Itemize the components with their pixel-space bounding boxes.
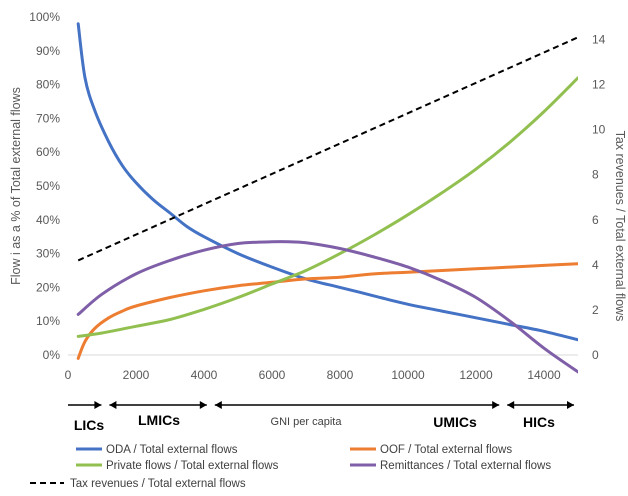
y-tick-label: 50% [36, 179, 60, 193]
band-label: UMICs [433, 414, 477, 430]
x-tick-label: 14000 [527, 368, 561, 382]
band-arrow [214, 401, 500, 409]
y-tick-label: 70% [36, 111, 60, 125]
legend-label: Tax revenues / Total external flows [70, 478, 246, 490]
legend: ODA / Total external flows OOF / Total ex… [30, 444, 551, 490]
y2-tick-label: 4 [592, 258, 599, 272]
y2-tick-label: 10 [592, 123, 606, 137]
legend-label: ODA / Total external flows [106, 444, 238, 456]
legend-item: OOF / Total external flows [350, 444, 512, 456]
y-tick-label: 90% [36, 44, 60, 58]
legend-item: ODA / Total external flows [76, 444, 238, 456]
legend-label: Remittances / Total external flows [380, 460, 551, 472]
series-line-3 [76, 76, 578, 338]
band-label: LMICs [138, 412, 180, 428]
band-arrow [507, 401, 574, 409]
band-label: GNI per capita [271, 416, 343, 428]
y2-tick-label: 12 [592, 78, 606, 92]
y-tick-label: 80% [36, 78, 60, 92]
y-tick-label: 30% [36, 247, 60, 261]
x-tick-label: 12000 [459, 368, 493, 382]
y-tick-label: 0% [43, 348, 61, 362]
y2-tick-label: 0 [592, 348, 599, 362]
x-tick-label: 10000 [391, 368, 425, 382]
y2-tick-label: 8 [592, 168, 599, 182]
band-arrow [109, 401, 207, 409]
legend-item: Remittances / Total external flows [350, 460, 551, 472]
series-layer [76, 22, 578, 374]
y-tick-label: 10% [36, 314, 60, 328]
series-line-4 [76, 240, 578, 374]
series-line-5 [77, 36, 578, 262]
y-tick-label: 100% [29, 10, 60, 24]
x-tick-label: 4000 [191, 368, 218, 382]
x-tick-label: 8000 [327, 368, 354, 382]
x-tick-label: 2000 [123, 368, 150, 382]
ticks-layer: 0 2000 4000 6000 8000 10000 12000 14000 0% 10% 20%… [29, 10, 605, 382]
band-arrow [68, 401, 102, 409]
legend-item: Private flows / Total external flows [76, 460, 279, 472]
y-tick-label: 40% [36, 213, 60, 227]
y-tick-label: 60% [36, 145, 60, 159]
y-tick-label: 20% [36, 280, 60, 294]
legend-label: Private flows / Total external flows [106, 460, 279, 472]
income-bands: LICs LMICs GNI per capita UMICs HICs [68, 401, 574, 433]
y2-tick-label: 14 [592, 33, 606, 47]
series-line-1 [76, 22, 578, 342]
band-label: HICs [523, 414, 555, 430]
legend-item: Tax revenues / Total external flows [30, 478, 246, 490]
y2-axis-title: Tax revenues / Total external flows [613, 131, 627, 322]
x-tick-label: 0 [65, 368, 72, 382]
y2-tick-label: 2 [592, 303, 599, 317]
y2-tick-label: 6 [592, 213, 599, 227]
legend-label: OOF / Total external flows [380, 444, 512, 456]
series-line-2 [76, 262, 578, 360]
band-label: LICs [74, 417, 105, 433]
y-axis-title: Flow i as a % of Total external flows [9, 87, 23, 285]
x-tick-label: 6000 [259, 368, 286, 382]
